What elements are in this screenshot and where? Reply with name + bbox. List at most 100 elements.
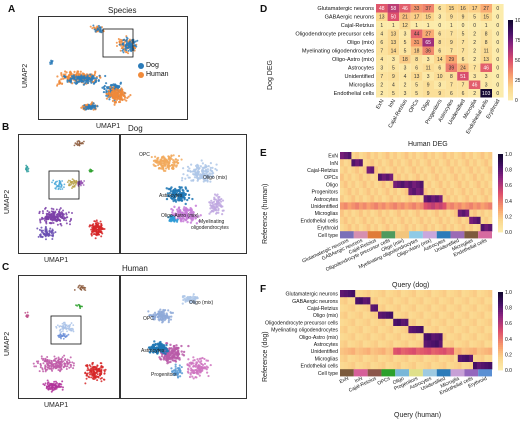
umap-point — [165, 342, 169, 345]
heat-cell — [340, 304, 345, 312]
umap-point — [167, 194, 171, 198]
heat-cell — [457, 304, 462, 312]
umap-point — [189, 299, 192, 302]
umap-point — [170, 207, 173, 211]
umap-point — [179, 217, 182, 220]
heat-cell — [393, 297, 398, 305]
umap-point — [170, 154, 173, 158]
umap-point — [158, 356, 161, 359]
umap-point — [174, 359, 177, 362]
heat-cell — [393, 188, 398, 196]
colorbar-segment — [508, 84, 513, 87]
umap-point — [91, 374, 94, 377]
umap-point — [99, 30, 102, 33]
colorbar-segment — [498, 220, 503, 223]
heat-cell — [340, 297, 345, 305]
panel-c-title: Human — [122, 264, 148, 273]
colorbar-segment — [508, 50, 513, 53]
umap-point — [105, 97, 109, 100]
umap-point — [80, 184, 82, 187]
heat-cell — [385, 216, 390, 225]
row-label: Cajal-Retzius — [307, 306, 338, 312]
heat-cell — [465, 202, 470, 210]
umap-point — [67, 211, 70, 214]
cell-value: 0 — [496, 91, 499, 97]
heat-cell — [434, 12, 446, 21]
umap-point — [188, 362, 191, 365]
heat-cell — [416, 224, 421, 232]
heat-cell — [427, 216, 432, 225]
heat-cell — [427, 340, 432, 348]
cell-type-bar — [409, 231, 423, 239]
umap-point — [153, 311, 157, 314]
heat-cell — [370, 180, 375, 189]
umap-point — [52, 210, 55, 213]
cell-value: 7 — [462, 40, 465, 46]
umap-point — [99, 29, 102, 32]
heat-cell — [465, 159, 470, 167]
heat-cell — [381, 173, 386, 182]
cell-value: 12 — [402, 23, 408, 29]
heat-cell — [435, 202, 440, 210]
umap-point — [56, 180, 58, 183]
row-label: Unidentified — [311, 204, 339, 210]
umap-point — [195, 371, 199, 374]
heat-cell — [416, 340, 421, 348]
umap-point — [122, 43, 125, 46]
umap-point — [81, 79, 84, 82]
cell-value: 1 — [380, 23, 383, 29]
heat-cell — [412, 318, 417, 327]
heat-cell — [446, 318, 451, 327]
heat-cell — [480, 290, 485, 298]
heat-cell — [408, 362, 413, 370]
heat-cell — [351, 347, 356, 356]
heat-cell — [457, 38, 469, 47]
cell-value: 9 — [462, 15, 465, 21]
heat-cell — [419, 224, 424, 232]
colorbar-segment — [498, 331, 503, 334]
heat-cell — [422, 89, 434, 98]
heat-cell — [347, 362, 352, 370]
heat-cell — [374, 180, 379, 189]
cell-value: 4 — [392, 83, 395, 89]
heat-cell — [416, 311, 421, 320]
heat-cell — [381, 347, 386, 356]
umap-point — [119, 82, 122, 85]
umap-point — [193, 176, 197, 179]
umap-point — [213, 196, 216, 199]
umap-point — [63, 354, 66, 357]
cell-value: 5 — [404, 49, 407, 55]
colorbar-segment — [498, 224, 503, 227]
umap-point — [71, 361, 74, 364]
heat-cell — [355, 362, 360, 370]
heat-cell — [389, 166, 394, 174]
heat-cell — [465, 304, 470, 312]
heat-cell — [416, 166, 421, 174]
heat-cell — [359, 152, 364, 160]
umap-point — [119, 49, 122, 52]
heat-cell — [410, 89, 423, 98]
row-label: Oligodendrocyte precursor cells — [265, 320, 338, 326]
heat-cell — [438, 311, 443, 320]
heat-cell — [419, 362, 424, 370]
row-label: Cajal-Retzius — [341, 23, 374, 29]
cell-value: 6 — [438, 6, 441, 12]
cell-value: 6 — [380, 40, 383, 46]
heat-cell — [473, 354, 478, 363]
umap-point — [41, 210, 44, 213]
umap-point — [191, 370, 194, 374]
colorbar-tick: 0.8 — [505, 168, 512, 174]
heat-cell — [488, 354, 493, 363]
umap-point — [177, 195, 180, 198]
heat-cell — [484, 340, 489, 348]
umap-point — [189, 170, 192, 173]
umap-point — [62, 333, 65, 336]
zoom-box — [48, 170, 80, 200]
heat-cell — [416, 188, 421, 196]
cell-value: 18 — [414, 49, 420, 55]
cluster-oligo-mix — [180, 159, 218, 183]
heat-cell — [450, 340, 455, 348]
heat-cell — [461, 216, 466, 225]
row-label: Unidentified — [344, 74, 374, 80]
umap-point — [40, 229, 43, 232]
